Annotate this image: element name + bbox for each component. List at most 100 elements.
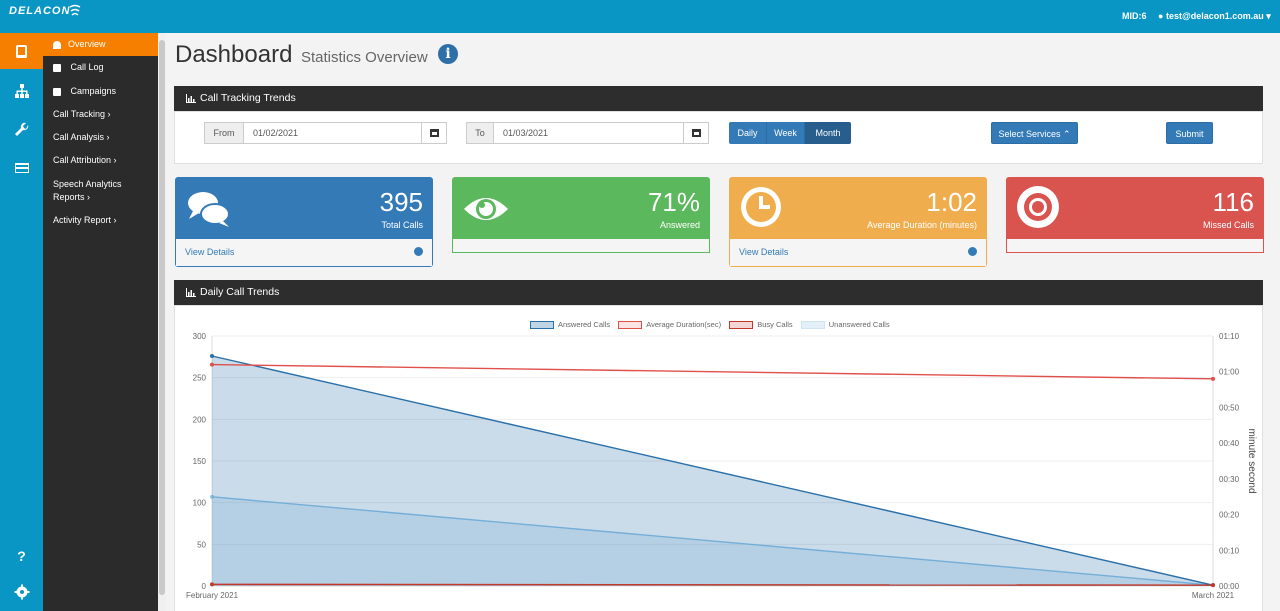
select-services-button[interactable]: Select Services ⌃ [991, 122, 1078, 144]
sidebar-item-call-analysis[interactable]: Call Analysis › [43, 131, 158, 144]
data-point [210, 494, 214, 499]
stat-label: Average Duration (minutes) [867, 220, 977, 230]
stat-card-average-duration: 1:02 Average Duration (minutes) View Det… [729, 177, 987, 267]
sidebar-item-label: Campaigns [70, 86, 117, 96]
submit-button[interactable]: Submit [1166, 122, 1213, 144]
mid-indicator: MID:6 [1122, 11, 1147, 21]
rail-item-settings[interactable] [0, 574, 43, 610]
rail-item-help[interactable]: ? [0, 538, 43, 574]
legend-label: Unanswered Calls [828, 320, 890, 329]
rail-item-book[interactable] [0, 33, 43, 69]
to-date-input[interactable]: 01/03/2021 [493, 122, 684, 144]
sidebar-item-label: Call Tracking › [53, 109, 111, 119]
stat-label: Total Calls [381, 220, 423, 230]
legend-label: Busy Calls [757, 320, 793, 329]
y-right-axis-label: minute second [1246, 428, 1257, 493]
to-label: To [466, 122, 494, 144]
rail-item-sitemap[interactable] [0, 73, 43, 109]
sitemap-icon [14, 84, 29, 98]
legend-item[interactable]: Answered Calls [530, 320, 610, 330]
lifebuoy-icon [1017, 186, 1059, 228]
series-line [211, 496, 1214, 586]
y-left-tick-label: 50 [197, 540, 206, 549]
stat-card-total-calls: 395 Total Calls View Details [175, 177, 433, 267]
caret-down-icon: ▾ [1266, 11, 1271, 21]
data-point [210, 354, 214, 358]
stat-label: Missed Calls [1202, 220, 1254, 230]
to-calendar-button[interactable] [683, 122, 709, 144]
sidebar-item-campaigns[interactable]: Campaigns [43, 85, 158, 98]
y-right-tick-label: 00:20 [1219, 511, 1240, 520]
daily-call-trends-body [174, 305, 1263, 611]
legend-swatch [530, 321, 554, 330]
legend-item[interactable]: Unanswered Calls [800, 320, 890, 330]
sidebar-item-overview[interactable]: Overview [43, 33, 158, 56]
period-daily-button[interactable]: Daily [729, 122, 767, 144]
view-details-link[interactable]: View Details [175, 239, 433, 267]
panel-title: Call Tracking Trends [200, 92, 296, 104]
legend-item[interactable]: Average Duration(sec) [618, 320, 721, 330]
sidebar: Overview Call Log Campaigns Call Trackin… [43, 33, 158, 611]
sidebar-item-label: Reports › [53, 192, 91, 202]
data-point [1211, 376, 1215, 381]
view-details-link[interactable]: View Details [729, 239, 987, 267]
calendar-icon [691, 129, 701, 137]
y-left-tick-label: 100 [193, 499, 207, 508]
rail-item-billing[interactable] [0, 150, 43, 186]
legend-swatch [729, 321, 754, 330]
wave-icon [69, 4, 81, 16]
y-left-tick-label: 0 [202, 582, 207, 591]
panel-title: Daily Call Trends [200, 286, 280, 298]
call-tracking-trends-body: From 01/02/2021 To 01/03/2021 Daily Week… [174, 111, 1263, 164]
from-label: From [204, 122, 244, 144]
sidebar-item-call-tracking[interactable]: Call Tracking › [43, 108, 158, 121]
sidebar-item-label: Speech Analytics [53, 179, 122, 189]
gear-icon [14, 584, 29, 600]
sidebar-item-activity-report[interactable]: Activity Report › [43, 214, 158, 227]
user-menu[interactable]: ● test@delacon1.com.au ▾ [1158, 11, 1271, 22]
info-icon[interactable]: i [438, 44, 458, 64]
eye-icon [464, 198, 508, 220]
sidebar-item-speech-analytics[interactable]: Speech Analytics Reports › [43, 178, 158, 204]
sidebar-item-label: Overview [68, 39, 106, 49]
sidebar-item-call-attribution[interactable]: Call Attribution › [43, 154, 158, 167]
clock-icon [741, 187, 781, 227]
top-bar: DELACON MID:6 ● test@delacon1.com.au ▾ [0, 0, 1280, 33]
series-line [211, 583, 1214, 586]
help-icon: ? [17, 548, 26, 564]
y-right-tick-label: 00:00 [1219, 582, 1240, 591]
series-line [211, 363, 1214, 380]
sidebar-item-label: Activity Report › [53, 215, 117, 225]
y-right-tick-label: 00:30 [1219, 475, 1240, 484]
period-week-button[interactable]: Week [767, 122, 805, 144]
data-point [210, 582, 214, 587]
sidebar-scrollbar-thumb[interactable] [159, 40, 165, 595]
bar-chart-icon [186, 94, 196, 103]
stat-card-top: 395 Total Calls [175, 177, 433, 239]
bar-chart-icon [186, 288, 196, 297]
stat-value: 71% [647, 187, 700, 217]
y-left-tick-label: 300 [193, 332, 207, 341]
arrow-circle-right-icon [968, 247, 977, 256]
legend-item[interactable]: Busy Calls [729, 320, 793, 330]
data-point [210, 362, 214, 367]
y-right-tick-label: 01:00 [1219, 368, 1240, 377]
sidebar-item-call-log[interactable]: Call Log [43, 61, 158, 74]
from-date-input[interactable]: 01/02/2021 [243, 122, 422, 144]
card-icon [14, 163, 29, 173]
period-month-button[interactable]: Month [805, 122, 851, 144]
stat-card-answered: 71% Answered [452, 177, 710, 267]
brand-logo[interactable]: DELACON [9, 5, 71, 17]
from-calendar-button[interactable] [421, 122, 447, 144]
stat-value: 116 [1212, 187, 1254, 217]
y-left-tick-label: 200 [193, 415, 207, 424]
stat-label: Answered [659, 220, 700, 230]
daily-call-trends-header: Daily Call Trends [174, 280, 1263, 305]
page-title: Dashboard [175, 41, 293, 68]
arrow-circle-right-icon [414, 247, 423, 256]
phone-square-icon [53, 63, 61, 72]
stat-card-top: 71% Answered [452, 177, 710, 239]
call-tracking-trends-header: Call Tracking Trends [174, 86, 1263, 111]
stat-value: 395 [379, 187, 423, 217]
rail-item-tools[interactable] [0, 112, 43, 148]
